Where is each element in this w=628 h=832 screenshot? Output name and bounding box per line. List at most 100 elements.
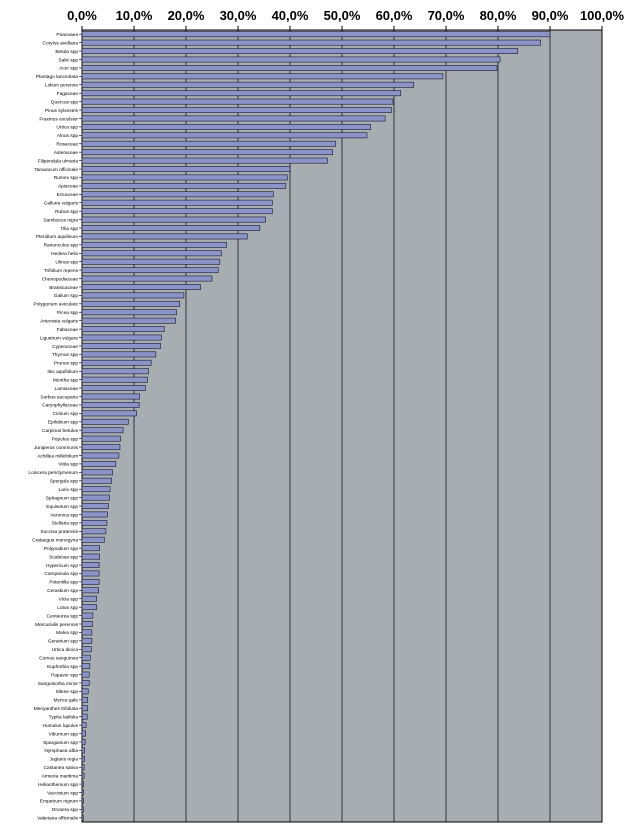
bar <box>81 191 274 198</box>
bar <box>81 402 140 408</box>
bar <box>81 612 94 619</box>
y-tick-label: Larix spp <box>59 487 79 493</box>
bar <box>81 73 444 80</box>
y-tick-label: Castanea sativa <box>44 765 79 771</box>
y-tick-label: Rosaceae <box>56 142 78 148</box>
bar <box>81 637 93 644</box>
bar <box>81 519 108 526</box>
bar <box>81 545 100 552</box>
y-tick-label: Nymphaea alba <box>44 748 78 754</box>
y-tick-label: Plantago lanceolata <box>36 74 78 80</box>
y-tick-label: Vaccinium spp <box>47 790 78 796</box>
y-tick-label: Juglans regia <box>49 757 78 763</box>
bar <box>81 814 84 821</box>
y-tick-label: Populus spp <box>52 436 79 442</box>
bar <box>81 570 100 577</box>
y-tick-label: Caryophyllaceae <box>42 403 78 409</box>
bar <box>81 208 273 215</box>
bar <box>81 174 288 181</box>
y-tick-label: Thymus spp <box>52 352 78 358</box>
bar <box>81 241 227 248</box>
bar <box>81 486 111 493</box>
bar <box>81 494 110 501</box>
y-tick-label: Sphagnum spp <box>46 495 79 501</box>
y-tick-label: Acer spp <box>59 66 78 72</box>
bar <box>81 258 221 265</box>
bar <box>81 98 394 105</box>
y-tick-label: Urtica dioica <box>52 647 79 653</box>
bar <box>81 427 124 434</box>
bar <box>81 216 266 223</box>
y-tick-label: Salix spp <box>59 57 79 63</box>
y-tick-label: Asteraceae <box>54 150 79 156</box>
bar <box>81 587 99 594</box>
y-tick-label: Ericaceae <box>57 192 79 198</box>
bar <box>81 166 291 172</box>
y-tick-label: Fraxinus excelsior <box>39 116 78 122</box>
y-tick-label: Hedera helix <box>51 251 79 257</box>
y-tick-label: Empetrum nigrum <box>40 799 78 805</box>
bar <box>81 140 337 147</box>
y-tick-label: Tilia spp <box>60 226 78 232</box>
y-tick-label: Succisa pratensis <box>40 529 78 535</box>
y-tick-label: Papaver spp <box>51 672 78 678</box>
bar <box>81 343 161 349</box>
y-tick-label: Juniperus communis <box>34 445 79 451</box>
y-tick-label: Carpinus betulus <box>42 428 79 434</box>
y-tick-label: Geranium spp <box>48 639 78 645</box>
y-tick-label: Valeriana officinalis <box>37 816 78 822</box>
bar <box>81 772 85 779</box>
y-tick-label: Rubus spp <box>55 209 78 215</box>
bar <box>81 764 85 771</box>
y-tick-label: Artemisia vulgaris <box>40 318 78 324</box>
y-tick-label: Scabiosa spp <box>49 554 78 560</box>
x-tick-label: 50,0% <box>324 8 361 23</box>
y-tick-label: Betula spp <box>55 49 78 55</box>
bar <box>81 157 328 164</box>
y-tick-label: Achillea millefolium <box>37 453 78 459</box>
y-tick-label: Pinus sylvestris <box>45 108 79 114</box>
bar <box>81 65 498 71</box>
x-tick-label: 60,0% <box>376 8 413 23</box>
y-tick-label: Alnus spp <box>57 133 78 139</box>
bar <box>81 536 105 543</box>
y-tick-label: Lolium perenne <box>45 83 78 89</box>
bar <box>81 317 176 324</box>
y-tick-label: Polypodium spp <box>44 546 78 552</box>
bar <box>81 107 392 113</box>
y-tick-label: Potentilla spp <box>49 580 78 586</box>
bar <box>81 781 84 787</box>
y-tick-label: Malva spp <box>56 630 78 636</box>
y-tick-label: Sparganium spp <box>43 740 78 746</box>
bar <box>81 477 112 484</box>
y-tick-label: Ranunculus spp <box>44 243 79 249</box>
bar <box>81 713 88 720</box>
bar <box>81 789 84 796</box>
y-tick-label: Equisetum spp <box>46 504 78 510</box>
bar <box>81 115 386 122</box>
y-tick-label: Centaurea spp <box>47 613 79 619</box>
x-tick-label: 20,0% <box>168 8 205 23</box>
bar <box>81 705 89 712</box>
y-tick-label: Typha latifolia <box>49 714 79 720</box>
y-tick-label: Urtica spp <box>56 125 78 131</box>
x-tick-label: 80,0% <box>480 8 517 23</box>
y-tick-label: Lotus spp <box>57 605 78 611</box>
bar <box>81 56 501 63</box>
bar <box>81 621 93 627</box>
bar <box>81 132 368 139</box>
y-tick-label: Cornus sanguinea <box>39 656 78 662</box>
y-tick-label: Pteridium aquilinum <box>36 234 78 240</box>
bar <box>81 376 148 383</box>
bar <box>81 688 89 695</box>
y-tick-label: Menyanthes trifoliata <box>34 706 79 712</box>
x-tick-label: 0,0% <box>67 8 97 23</box>
y-tick-label: Humulus lupulus <box>43 723 79 729</box>
y-tick-label: Viola spp <box>58 462 78 468</box>
y-tick-label: Cirsium spp <box>53 411 79 417</box>
bar <box>81 225 261 231</box>
y-tick-label: Vicia spp <box>59 597 79 603</box>
bar <box>81 149 333 156</box>
